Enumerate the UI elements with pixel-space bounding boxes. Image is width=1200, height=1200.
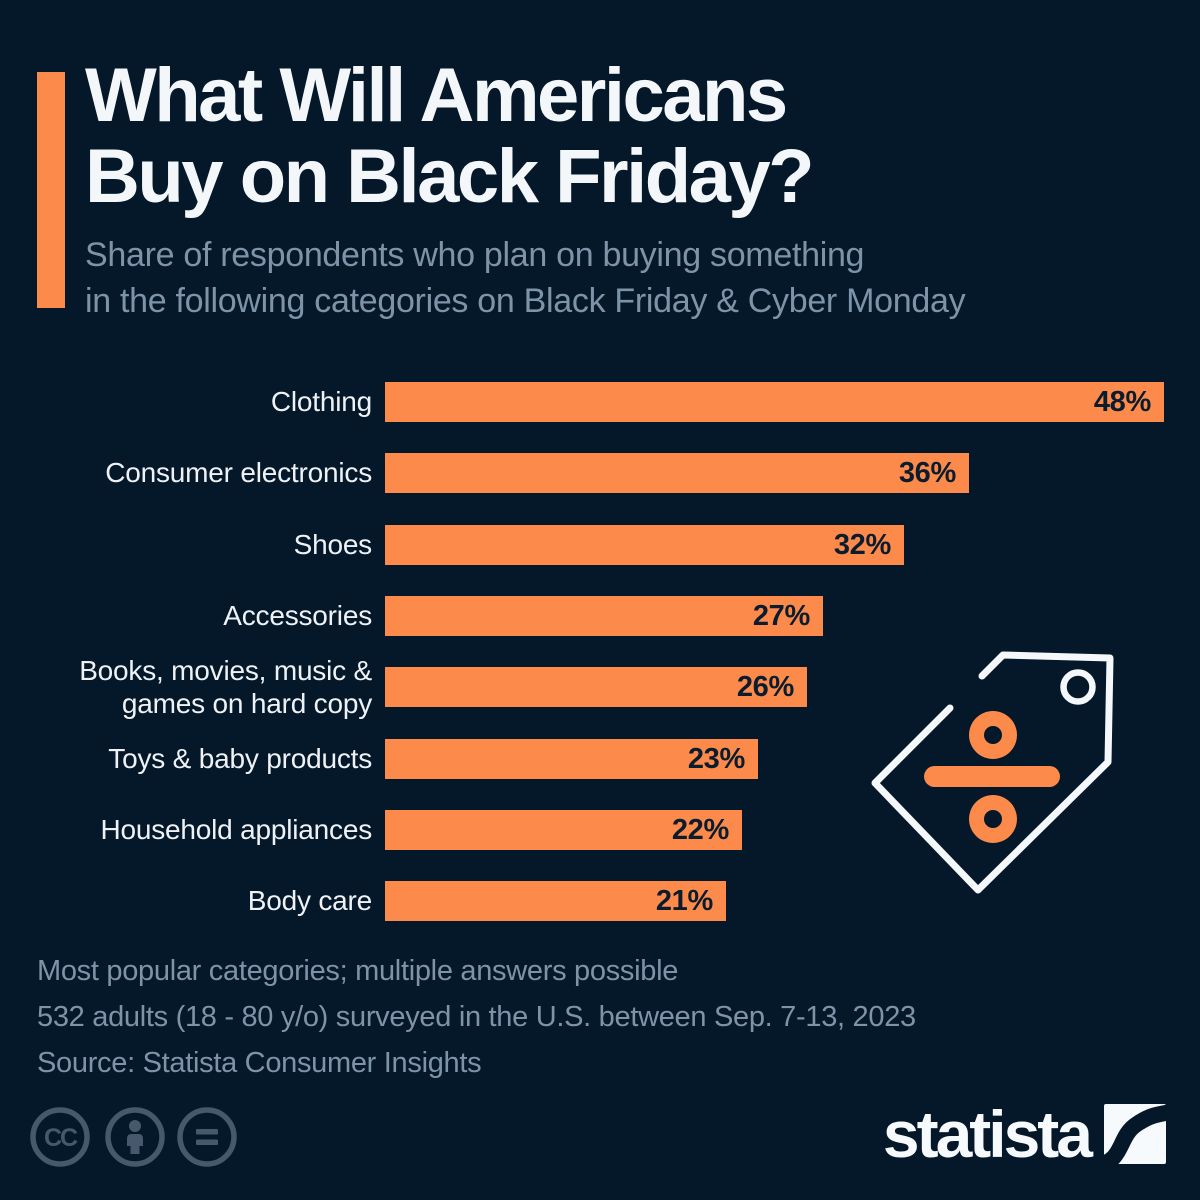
statista-logo-mark[interactable]: [1104, 1104, 1166, 1164]
category-label: Consumer electronics: [105, 457, 372, 489]
bar: 27%: [385, 596, 823, 636]
category-label: Accessories: [223, 600, 372, 632]
category-label: Clothing: [270, 386, 372, 418]
category-label: Books, movies, music & games on hard cop…: [79, 654, 372, 719]
bar: 21%: [385, 881, 726, 921]
bar: 36%: [385, 453, 969, 493]
footer-note-1: Most popular categories; multiple answer…: [37, 955, 679, 987]
percent-symbol-icon: [924, 711, 1060, 843]
bar-chart: Clothing 48% Consumer electronics 36% Shoes 3…: [0, 382, 1200, 921]
statista-wordmark[interactable]: statista: [882, 1097, 1093, 1171]
tag-hole: [1060, 669, 1096, 705]
value-label: 22%: [671, 813, 729, 846]
bar-row: Body care 21%: [0, 881, 1200, 921]
category-label: Toys & baby products: [108, 743, 372, 775]
category-label: Household appliances: [100, 814, 372, 846]
value-label: 27%: [752, 599, 810, 632]
discount-tag-icon: [871, 651, 1114, 894]
bar: 23%: [385, 739, 758, 779]
bar: 32%: [385, 525, 904, 565]
creative-commons-icon[interactable]: CC: [30, 1107, 90, 1167]
cc-license-icons[interactable]: CC: [30, 1106, 280, 1168]
bar-row: Books, movies, music & games on hard cop…: [0, 655, 1200, 719]
value-label: 26%: [736, 670, 794, 703]
value-label: 36%: [898, 456, 956, 489]
value-label: 32%: [833, 528, 891, 561]
attribution-person-icon[interactable]: [105, 1107, 165, 1167]
bar: 26%: [385, 667, 807, 707]
footer-note-2: 532 adults (18 - 80 y/o) surveyed in the…: [37, 1001, 916, 1033]
bar-row: Consumer electronics 36%: [0, 453, 1200, 493]
bar-row: Clothing 48%: [0, 382, 1200, 422]
footer-source: Source: Statista Consumer Insights: [37, 1047, 482, 1079]
bar-row: Toys & baby products 23%: [0, 739, 1200, 779]
svg-text:CC: CC: [44, 1124, 78, 1152]
page-title: What Will Americans Buy on Black Friday?: [85, 53, 815, 219]
bar: 48%: [385, 382, 1164, 422]
category-label: Shoes: [293, 529, 373, 561]
category-label: Body care: [247, 885, 372, 917]
bar-row: Household appliances 22%: [0, 810, 1200, 850]
page-subtitle: Share of respondents who plan on buying …: [85, 236, 966, 321]
value-label: 23%: [687, 742, 745, 775]
bar-row: Accessories 27%: [0, 596, 1200, 636]
value-label: 48%: [1093, 385, 1151, 418]
title-accent-bar: [37, 72, 65, 308]
value-label: 21%: [655, 884, 713, 917]
bar: 22%: [385, 810, 742, 850]
tag-outline: [871, 651, 1114, 894]
footer-notes: Most popular categories; multiple answer…: [37, 948, 1037, 1086]
bar-row: Shoes 32%: [0, 525, 1200, 565]
no-derivatives-icon[interactable]: [177, 1107, 237, 1167]
